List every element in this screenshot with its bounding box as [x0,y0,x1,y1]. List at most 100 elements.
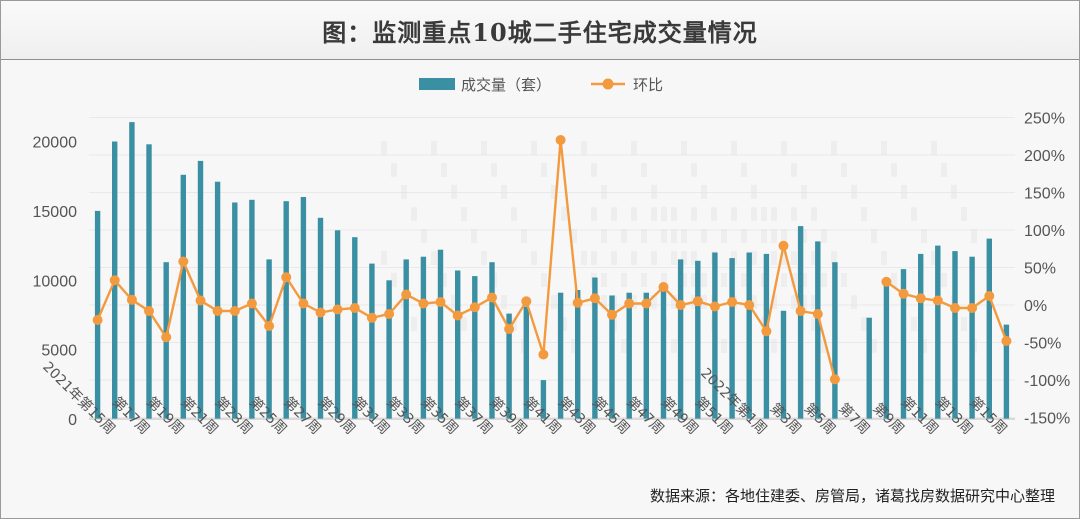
map-dot [641,163,647,177]
right-axis-tick-label: 250% [1024,111,1065,128]
map-dot [481,251,487,265]
map-dot [811,295,817,309]
map-dot [661,229,667,243]
map-dot [831,141,837,155]
map-dot [631,295,637,309]
line-point [984,291,995,301]
right-axis-tick-label: 100% [1024,223,1065,240]
map-dot [541,163,547,177]
map-dot [461,207,467,221]
bar [609,295,615,419]
line-point [658,282,669,292]
map-dot [731,251,737,265]
map-dot [611,207,617,221]
line-point [332,304,343,315]
map-dot [591,207,597,221]
map-dot [861,317,867,331]
line-point [727,297,738,307]
right-axis-tick-label: 200% [1024,148,1065,165]
map-dot [691,163,697,177]
map-dot [851,185,857,199]
line-point [349,303,360,313]
map-dot [641,273,647,287]
map-dot [531,251,537,265]
legend-marker [602,78,614,90]
map-dot [501,295,507,309]
right-axis-tick-label: -150% [1024,411,1070,428]
bar [695,260,701,419]
line-point [521,296,532,307]
map-dot [671,339,677,353]
left-axis-tick-label: 10000 [33,273,78,290]
bar [780,310,787,419]
map-dot [471,229,477,243]
map-dot [671,295,677,309]
line-point [555,135,566,145]
map-dot [801,185,807,199]
map-dot [741,163,747,177]
bar [197,160,204,419]
bar [94,210,101,419]
line-point [298,298,309,309]
map-dot [631,207,637,221]
map-dot [651,185,657,199]
line-point [178,256,189,267]
map-dot [561,207,567,221]
map-dot [801,229,807,243]
map-dot [501,185,507,199]
line-point [487,292,497,303]
map-dot [771,339,777,353]
map-dot [661,273,667,287]
line-point [212,306,223,316]
map-dot [941,273,947,287]
map-dot [771,251,777,265]
map-dot [771,295,777,309]
bar [129,122,135,419]
map-dot [791,295,797,309]
right-axis-tick-label: 0% [1024,298,1047,315]
bar [455,270,461,419]
line-point [144,306,154,316]
map-dot [841,273,847,287]
map-dot [721,273,727,287]
line-point [675,300,686,310]
map-dot [601,229,607,243]
map-dot [681,141,687,155]
line-point [778,240,789,251]
line-point [812,309,823,319]
bar [317,217,324,419]
map-dot [791,163,797,177]
map-dot [601,185,607,199]
line-point [589,293,600,304]
bar [660,291,667,419]
line-point [1001,336,1012,346]
line-point [384,309,395,319]
map-dot [641,229,647,243]
map-dot [751,295,757,309]
map-dot [511,317,517,331]
map-dot [511,207,517,221]
bar [506,313,512,419]
map-dot [781,251,787,265]
line-point [829,374,840,385]
map-dot [521,229,527,243]
map-dot [481,141,487,155]
map-dot [891,163,897,177]
map-dot [621,229,627,243]
map-dot [971,229,977,243]
map-dot [701,273,707,287]
map-dot [431,141,437,155]
map-dot [411,207,417,221]
map-dot [871,229,877,243]
bar [866,317,872,419]
map-dot [781,273,787,287]
bar [952,251,958,419]
map-dot [741,273,747,287]
line-point [126,294,137,305]
map-dot [681,251,687,265]
map-dot [821,229,827,243]
map-dot [881,251,887,265]
bar-series [94,122,1010,420]
line-point [641,298,652,309]
